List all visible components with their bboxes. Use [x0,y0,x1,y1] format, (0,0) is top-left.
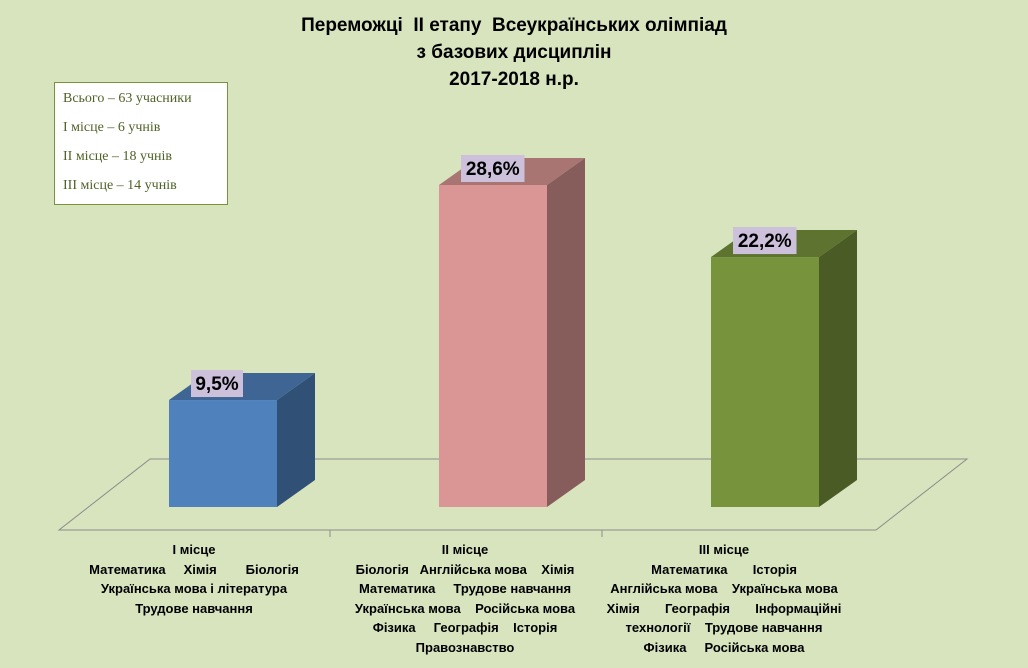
bar-3-front [711,257,819,507]
bar-2-data-label: 28,6% [466,159,520,180]
info-second-place: ІІ місце – 18 учнів [63,149,173,164]
category-1-detail-1: Математика Хімія Біологія [89,561,299,577]
category-3-label: ІІІ місце [698,542,750,557]
category-2-text: ІІ місце Біологія Англійська мова Хімія … [330,540,600,657]
category-1-detail-3: Трудове навчання [135,600,253,616]
bar-1-label-bg [191,370,243,398]
category-2-detail-2: Математика Трудове навчання [358,581,572,596]
title-line-3: 2017-2018 н.р. [449,69,579,90]
category-1-text: І місце Математика Хімія Біологія Україн… [60,540,328,618]
category-3-detail-2: Англійська мова Українська мова [610,581,838,596]
bar-1-side [277,373,315,507]
info-total: Всього – 63 учасники [63,91,192,106]
category-2-detail-1: Біологія Англійська мова Хімія [355,561,575,577]
category-3-detail-1: Математика Історія [651,561,797,577]
bars-layer: 9,5% 28,6% 22,2% [169,155,857,507]
category-2-detail-4: Фізика Географія Історія [372,620,558,635]
category-1-detail-2: Українська мова і література [100,581,288,596]
info-third-place: ІІІ місце – 14 учнів [63,178,177,193]
bar-3-side [819,230,857,507]
bar-1: 9,5% [169,370,315,507]
category-2-detail-3: Українська мова Російська мова [354,600,576,616]
bar-2: 28,6% [439,155,585,507]
title-line-2: з базових дисциплін [416,42,612,63]
category-3-detail-4: технології Трудове навчання [625,620,823,635]
chart-title: Переможці ІІ етапу Всеукраїнських олімпі… [0,12,1028,93]
title-line-1: Переможці ІІ етапу Всеукраїнських олімпі… [301,15,727,36]
category-2-detail-5: Правознавство [415,639,515,655]
category-3-detail-5: Фізика Російська мова [643,639,805,655]
bar-2-label-bg [461,155,525,182]
category-3-text: ІІІ місце Математика Історія Англійська … [590,540,858,657]
bar-1-front [169,400,277,507]
category-2-label: ІІ місце [441,542,489,557]
bar-3-label-bg [733,227,797,255]
bar-2-front [439,185,547,507]
bar-2-side [547,158,585,507]
bar-1-data-label: 9,5% [195,374,238,395]
info-box: Всього – 63 учасники І місце – 6 учнів І… [54,82,228,205]
bar-3: 22,2% [711,227,857,507]
category-1-label: І місце [172,542,216,557]
info-first-place: І місце – 6 учнів [63,120,161,135]
bar-3-data-label: 22,2% [738,231,792,252]
category-3-detail-3: Хімія Географія Інформаційні [606,600,842,616]
